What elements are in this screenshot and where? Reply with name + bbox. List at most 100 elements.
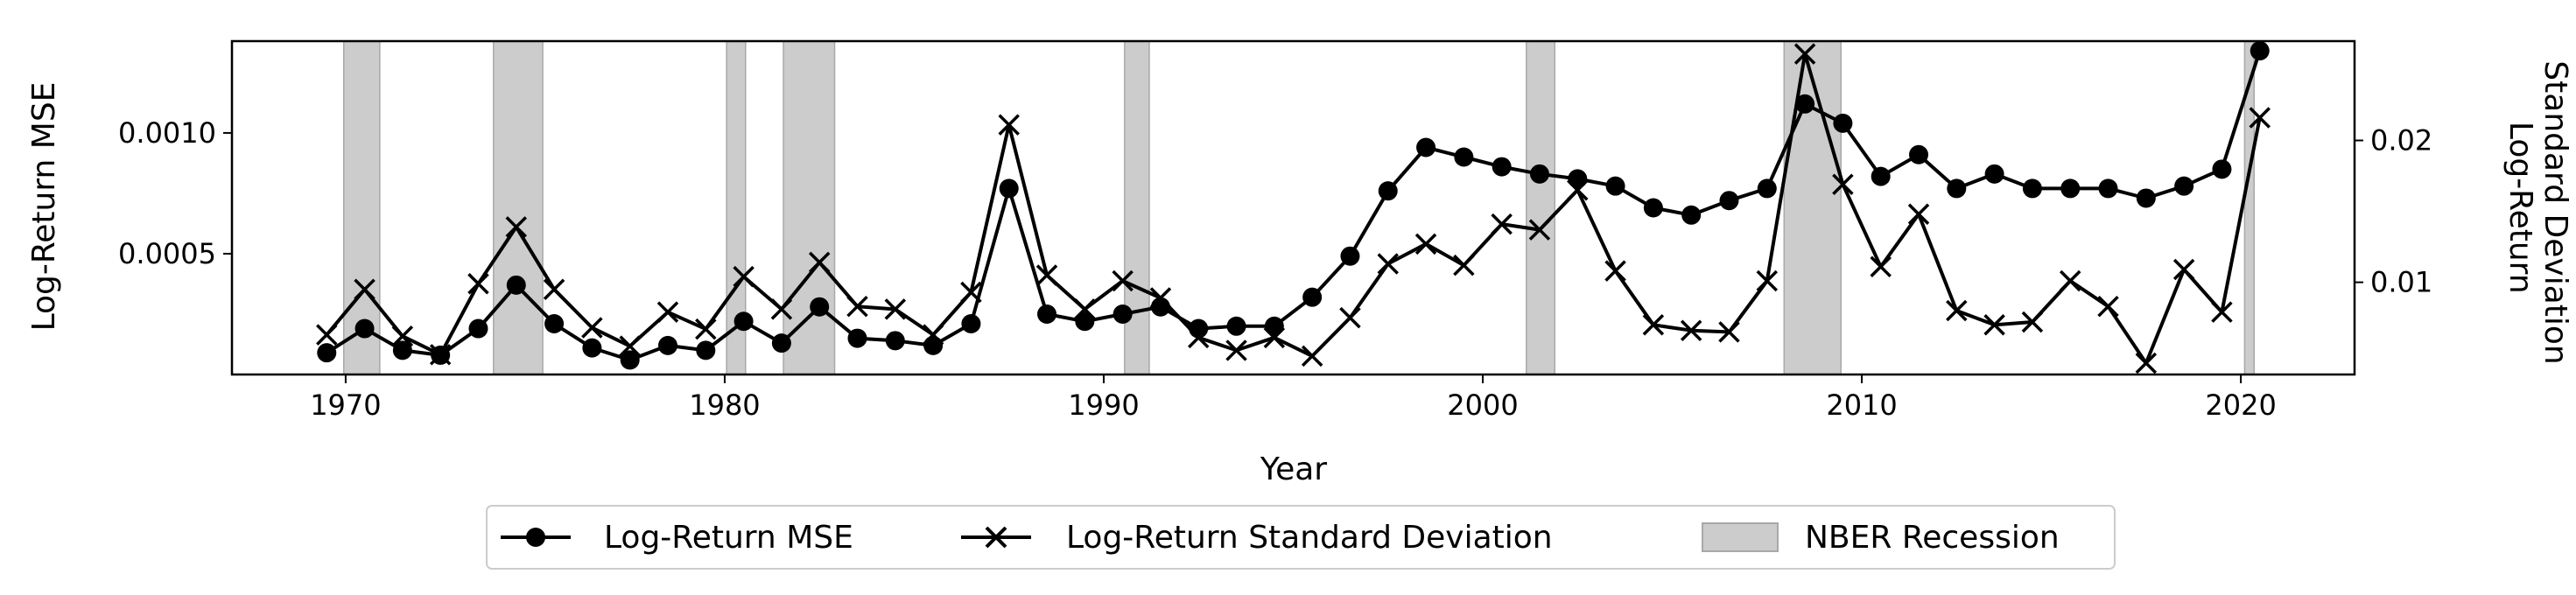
series-1-point-2 [391, 325, 414, 347]
series-1-point-42 [1907, 203, 1930, 226]
series-1-point-15 [884, 298, 907, 320]
series-0-point-31 [1492, 157, 1512, 177]
recession-band-5 [1526, 40, 1556, 375]
legend-label-mse: Log-Return MSE [604, 520, 853, 556]
series-1-point-47 [2097, 295, 2119, 318]
series-0-point-40 [1833, 113, 1853, 133]
series-1-point-29 [1414, 233, 1437, 256]
y-axis-left: 0.0005 0.0010 [118, 116, 232, 270]
series-0-point-46 [2060, 178, 2081, 199]
series-0-point-12 [771, 333, 791, 354]
y-axis-right-label-line2: Standard Deviation [2537, 60, 2573, 364]
series-1-point-18 [998, 114, 1020, 136]
series-0-point-4 [468, 318, 488, 339]
series-1-point-10 [695, 318, 717, 340]
y-right-tick-label-1: 0.02 [2370, 123, 2432, 157]
series-1-point-3 [429, 344, 452, 366]
recession-bands [342, 40, 2255, 375]
series-layer [316, 41, 2271, 374]
series-1-point-50 [2211, 301, 2233, 323]
series-0-line [326, 50, 2262, 362]
series-1-point-33 [1567, 178, 1589, 201]
series-0-point-35 [1643, 198, 1663, 218]
series-1-point-25 [1263, 326, 1286, 349]
series-1-point-35 [1642, 314, 1665, 336]
series-0-point-21 [1113, 304, 1133, 324]
series-1-point-44 [1983, 314, 2005, 336]
series-0-point-36 [1681, 205, 1702, 225]
series-0-point-50 [2212, 159, 2232, 179]
series-0-point-37 [1719, 191, 1739, 211]
series-1-point-7 [581, 317, 603, 339]
series-1-point-36 [1680, 319, 1702, 341]
y-axis-right: 0.01 0.02 [2355, 123, 2432, 299]
x-tick-label-0: 1970 [310, 388, 381, 422]
y-axis-right-label: Log-Return Standard Deviation [2502, 60, 2573, 364]
series-1-point-43 [1946, 299, 1968, 322]
series-0-point-39 [1795, 94, 1815, 114]
plot-area-frame [230, 39, 2356, 376]
x-axis-label: Year [1260, 452, 1327, 487]
x-tick-label-2: 1990 [1068, 388, 1139, 422]
series-1-point-21 [1112, 270, 1134, 292]
series-1-point-23 [1188, 326, 1210, 349]
series-1-point-46 [2059, 270, 2081, 292]
series-0-point-42 [1909, 144, 1929, 164]
x-axis: 1970 1980 1990 2000 2010 2020 [310, 374, 2277, 422]
series-1-point-48 [2135, 352, 2158, 374]
x-tick-label-3: 2000 [1447, 388, 1518, 422]
recession-band-6 [1783, 40, 1842, 375]
series-0-point-24 [1226, 316, 1246, 336]
series-1-point-31 [1491, 213, 1513, 235]
x-tick-label-5: 2020 [2205, 388, 2276, 422]
series-1-point-32 [1528, 219, 1551, 241]
x-tick-label-4: 2010 [1826, 388, 1897, 422]
legend-item-std: Log-Return Standard Deviation [961, 520, 1553, 556]
legend-label-std: Log-Return Standard Deviation [1066, 520, 1553, 556]
legend-item-mse: Log-Return MSE [501, 520, 853, 556]
series-1-point-6 [543, 278, 565, 300]
series-0-point-43 [1947, 178, 1967, 199]
series-0-point-11 [733, 312, 754, 332]
series-0-point-14 [847, 328, 867, 348]
series-0-point-8 [620, 350, 640, 370]
legend-frame [486, 505, 2116, 570]
series-0-point-15 [885, 331, 905, 351]
series-0-point-45 [2022, 178, 2042, 199]
y-left-tick-label-1: 0.0010 [118, 116, 216, 150]
series-0 [317, 41, 2270, 370]
series-1-point-20 [1074, 298, 1096, 320]
series-1-point-45 [2021, 311, 2044, 333]
series-1-point-13 [808, 251, 831, 274]
series-0-point-13 [810, 297, 830, 317]
series-0-point-51 [2250, 41, 2270, 61]
series-1-point-22 [1149, 287, 1172, 309]
series-0-point-49 [2174, 176, 2194, 196]
series-0-point-16 [923, 335, 944, 355]
series-1-point-8 [619, 335, 641, 357]
series-1-point-5 [505, 216, 528, 238]
series-1-point-14 [846, 295, 868, 318]
series-0-point-48 [2136, 188, 2156, 208]
series-1-point-4 [467, 273, 489, 295]
series-1-point-49 [2172, 258, 2195, 281]
series-0-point-33 [1568, 169, 1588, 189]
series-0-point-17 [961, 314, 981, 334]
series-1-point-27 [1339, 306, 1361, 329]
series-0-point-32 [1529, 164, 1549, 184]
legend-swatch-mse-marker [526, 528, 545, 547]
series-1-line [325, 52, 2262, 365]
series-1-point-19 [1035, 264, 1058, 286]
series-1-point-51 [2249, 107, 2271, 129]
series-1-point-30 [1453, 254, 1475, 276]
series-0-point-38 [1757, 178, 1777, 199]
series-0-point-5 [506, 275, 526, 295]
series-1-point-16 [922, 324, 944, 346]
recession-band-0 [342, 40, 381, 375]
series-1-point-38 [1756, 270, 1779, 292]
series-1-point-12 [770, 298, 793, 320]
series-0-point-0 [317, 343, 337, 363]
series-1-point-34 [1604, 260, 1626, 282]
series-1-point-40 [1832, 173, 1854, 195]
